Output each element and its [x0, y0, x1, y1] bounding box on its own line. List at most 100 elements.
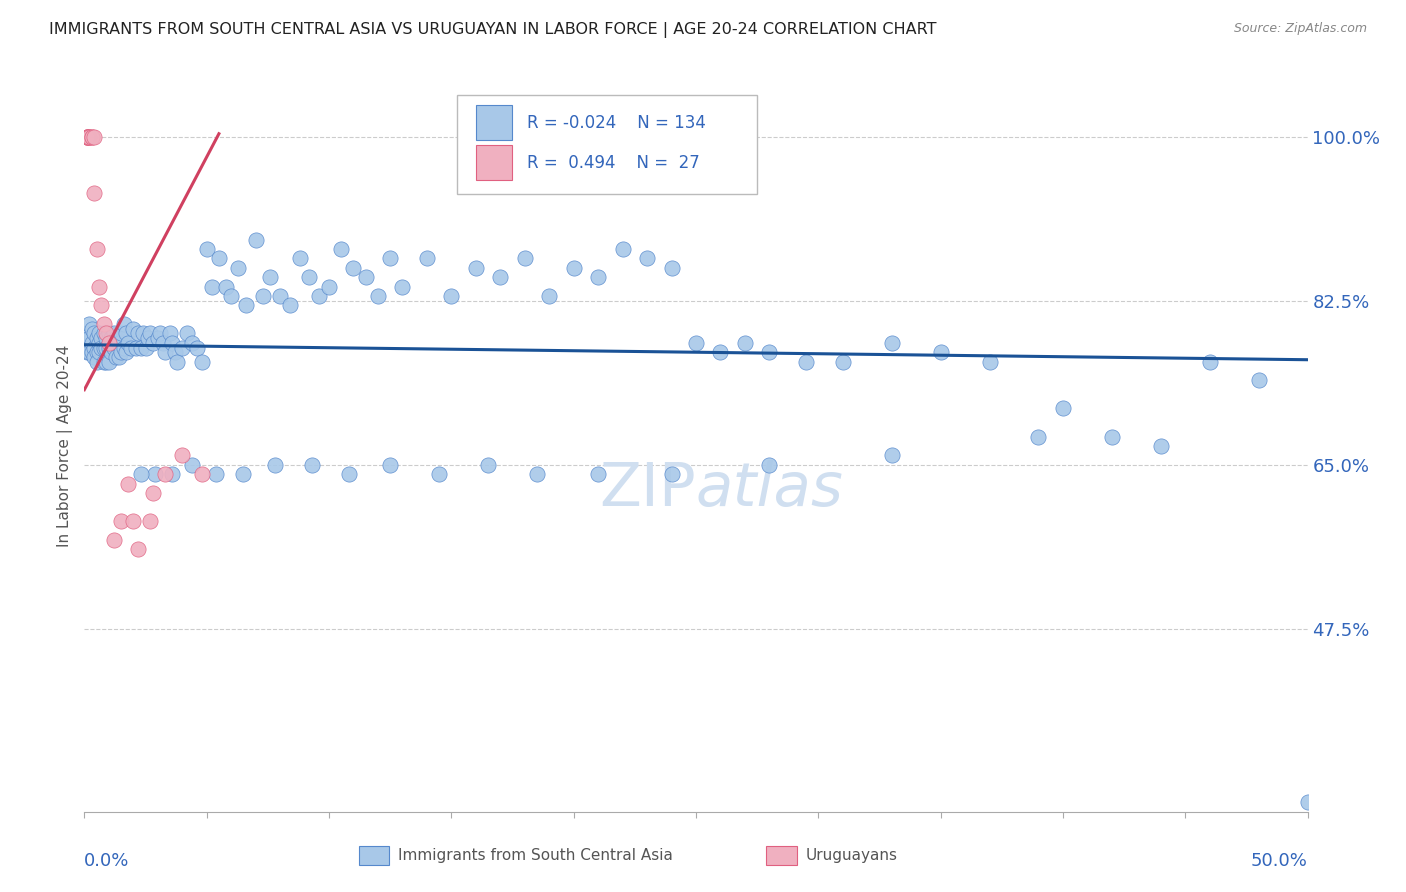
Point [90, 341, 112, 355]
Point [100, 345, 122, 359]
Point [1052, 401, 1074, 416]
Point [115, 345, 138, 359]
Point [734, 335, 756, 350]
Point [76, 129, 98, 144]
Point [96, 326, 118, 341]
Point [110, 345, 132, 359]
Point [538, 289, 561, 303]
Point [97, 341, 120, 355]
Point [586, 270, 609, 285]
Point [97, 335, 120, 350]
Point [103, 326, 125, 341]
Point [96, 331, 118, 345]
Point [1028, 429, 1050, 443]
Point [880, 449, 903, 463]
Point [153, 345, 176, 359]
Point [96, 354, 118, 368]
Point [794, 354, 817, 368]
Point [86, 331, 108, 345]
Point [152, 335, 174, 350]
Point [259, 270, 281, 285]
Point [103, 341, 125, 355]
Point [979, 354, 1001, 368]
Point [205, 467, 228, 482]
Point [117, 335, 139, 350]
Point [112, 317, 135, 331]
Point [87, 335, 110, 350]
Point [105, 350, 128, 364]
Point [77, 341, 100, 355]
Point [235, 298, 257, 312]
Point [191, 467, 214, 482]
Point [83, 350, 105, 364]
Point [83, 326, 105, 341]
Point [83, 341, 105, 355]
Point [97, 326, 120, 341]
Point [232, 467, 254, 482]
Point [129, 467, 152, 482]
Point [513, 252, 536, 266]
Point [77, 129, 100, 144]
Point [709, 345, 731, 359]
Point [1101, 429, 1123, 443]
Point [90, 331, 112, 345]
Point [661, 467, 683, 482]
Point [308, 289, 330, 303]
Point [139, 514, 162, 528]
Point [929, 345, 952, 359]
Text: Immigrants from South Central Asia: Immigrants from South Central Asia [398, 848, 673, 863]
Point [301, 458, 323, 472]
Text: R = -0.024    N = 134: R = -0.024 N = 134 [527, 113, 706, 132]
Point [181, 335, 204, 350]
Point [278, 298, 301, 312]
Point [76, 326, 98, 341]
Point [380, 252, 402, 266]
Point [115, 326, 138, 341]
Point [86, 354, 108, 368]
Point [93, 317, 115, 331]
Point [86, 242, 108, 256]
Point [1247, 373, 1270, 387]
Point [127, 542, 149, 557]
Point [107, 335, 129, 350]
Point [90, 298, 112, 312]
Point [96, 341, 118, 355]
Point [380, 458, 402, 472]
Point [269, 289, 291, 303]
Text: ZIP: ZIP [599, 460, 696, 519]
Point [195, 242, 218, 256]
Point [176, 326, 198, 341]
Point [76, 129, 98, 144]
Point [142, 486, 165, 500]
Point [489, 270, 512, 285]
Point [391, 279, 413, 293]
Point [143, 467, 166, 482]
Point [97, 354, 120, 368]
Point [80, 322, 103, 336]
Point [136, 331, 159, 345]
Point [1198, 354, 1220, 368]
Point [562, 260, 585, 275]
Point [76, 129, 98, 144]
Point [76, 129, 98, 144]
Point [135, 341, 157, 355]
Point [87, 326, 110, 341]
Point [758, 345, 780, 359]
Point [83, 129, 105, 144]
Point [93, 354, 115, 368]
Point [120, 341, 142, 355]
Point [477, 458, 499, 472]
Point [122, 514, 145, 528]
Point [110, 326, 132, 341]
Point [117, 476, 139, 491]
Point [526, 467, 548, 482]
Point [100, 331, 122, 345]
Point [93, 326, 115, 341]
Point [87, 345, 110, 359]
Point [76, 335, 98, 350]
Point [367, 289, 389, 303]
Point [86, 345, 108, 359]
Point [77, 345, 100, 359]
Point [181, 458, 204, 472]
Text: 50.0%: 50.0% [1251, 852, 1308, 870]
